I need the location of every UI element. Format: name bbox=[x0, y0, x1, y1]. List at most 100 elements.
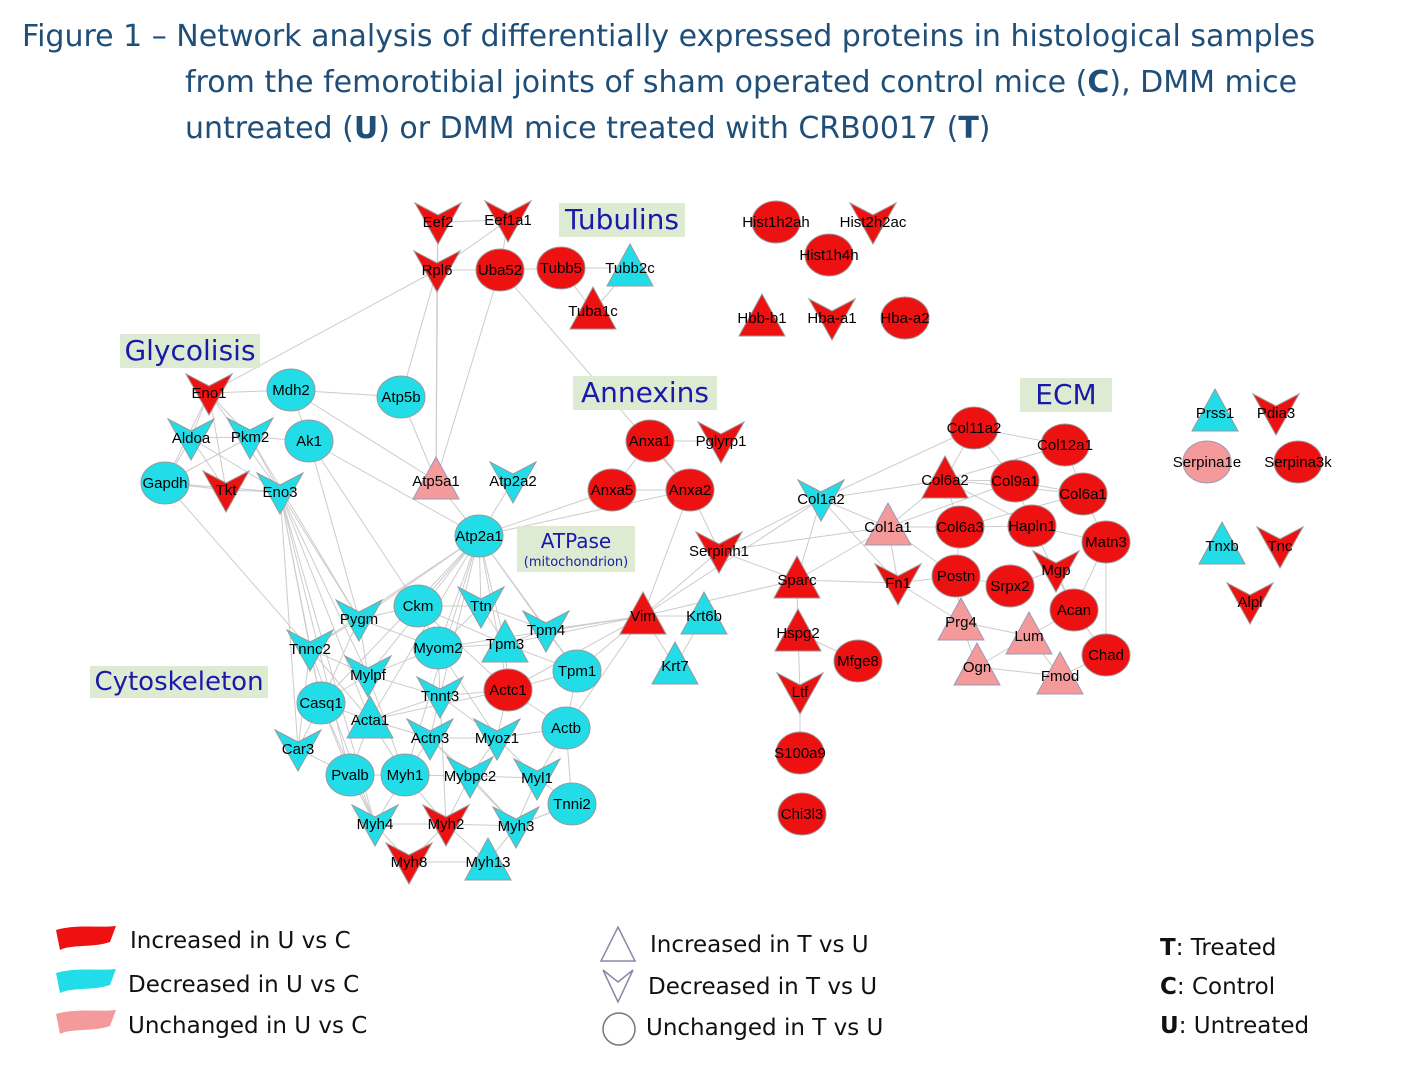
node-v-shape bbox=[696, 420, 746, 465]
node-gapdh[interactable]: Gapdh bbox=[140, 461, 190, 505]
node-tnc[interactable]: Tnc bbox=[1255, 525, 1305, 570]
node-krt7[interactable]: Krt7 bbox=[651, 640, 699, 685]
node-label: Car3 bbox=[282, 741, 315, 758]
node-actn3[interactable]: Actn3 bbox=[405, 717, 455, 762]
node-pygm[interactable]: Pygm bbox=[334, 598, 384, 643]
node-pdia3[interactable]: Pdia3 bbox=[1251, 392, 1301, 437]
node-chi3l3[interactable]: Chi3l3 bbox=[777, 792, 827, 836]
node-col6a2[interactable]: Col6a2 bbox=[921, 454, 969, 499]
node-mdh2[interactable]: Mdh2 bbox=[266, 368, 316, 412]
node-tnnt3[interactable]: Tnnt3 bbox=[415, 675, 465, 720]
node-vim[interactable]: Vim bbox=[619, 590, 667, 635]
node-lum[interactable]: Lum bbox=[1005, 610, 1053, 655]
node-myh3[interactable]: Myh3 bbox=[491, 805, 541, 850]
node-tkt[interactable]: Tkt bbox=[201, 469, 251, 514]
node-hist1h2ah[interactable]: Hist1h2ah bbox=[742, 200, 810, 244]
node-eef1a1[interactable]: Eef1a1 bbox=[483, 199, 533, 244]
node-atp5a1[interactable]: Atp5a1 bbox=[412, 455, 460, 500]
node-atp2a1[interactable]: Atp2a1 bbox=[454, 514, 504, 558]
node-fmod[interactable]: Fmod bbox=[1036, 650, 1084, 695]
node-col11a2[interactable]: Col11a2 bbox=[947, 406, 1002, 450]
node-acan[interactable]: Acan bbox=[1049, 588, 1099, 632]
node-hbb-b1[interactable]: Hbb-b1 bbox=[737, 292, 787, 337]
node-col6a3[interactable]: Col6a3 bbox=[935, 505, 985, 549]
node-pkm2[interactable]: Pkm2 bbox=[225, 416, 275, 461]
node-atp2a2[interactable]: Atp2a2 bbox=[488, 460, 538, 505]
node-pvalb[interactable]: Pvalb bbox=[325, 753, 375, 797]
node-alpl[interactable]: Alpl bbox=[1225, 581, 1275, 626]
node-casq1[interactable]: Casq1 bbox=[296, 681, 346, 725]
node-eef2[interactable]: Eef2 bbox=[413, 201, 463, 246]
node-chad[interactable]: Chad bbox=[1081, 633, 1131, 677]
node-ak1[interactable]: Ak1 bbox=[284, 419, 334, 463]
node-ogn[interactable]: Ogn bbox=[953, 641, 1001, 686]
node-fn1[interactable]: Fn1 bbox=[873, 562, 923, 607]
node-col6a1[interactable]: Col6a1 bbox=[1058, 472, 1108, 516]
node-tubb5[interactable]: Tubb5 bbox=[536, 246, 586, 290]
node-krt6b[interactable]: Krt6b bbox=[680, 590, 728, 635]
node-ckm[interactable]: Ckm bbox=[393, 584, 443, 628]
node-myl1[interactable]: Myl1 bbox=[512, 757, 562, 802]
node-tubb2c[interactable]: Tubb2c bbox=[605, 242, 655, 287]
node-ltf[interactable]: Ltf bbox=[775, 671, 825, 716]
node-serpina3k[interactable]: Serpina3k bbox=[1264, 440, 1332, 484]
figure-title: Figure 1 – Network analysis of different… bbox=[22, 14, 1402, 152]
node-mgp[interactable]: Mgp bbox=[1031, 549, 1081, 594]
node-col1a1[interactable]: Col1a1 bbox=[864, 501, 912, 546]
node-uba52[interactable]: Uba52 bbox=[475, 248, 525, 292]
node-srpx2[interactable]: Srpx2 bbox=[985, 564, 1035, 608]
node-myh4[interactable]: Myh4 bbox=[350, 803, 400, 848]
node-tnni2[interactable]: Tnni2 bbox=[547, 782, 597, 826]
node-myh2[interactable]: Myh2 bbox=[421, 803, 471, 848]
node-prg4[interactable]: Prg4 bbox=[937, 596, 985, 641]
node-col1a2[interactable]: Col1a2 bbox=[796, 478, 846, 523]
node-postn[interactable]: Postn bbox=[931, 554, 981, 598]
node-hba-a2[interactable]: Hba-a2 bbox=[880, 296, 930, 340]
node-aldoa[interactable]: Aldoa bbox=[166, 417, 216, 462]
node-serpina1e[interactable]: Serpina1e bbox=[1173, 440, 1241, 484]
node-anxa2[interactable]: Anxa2 bbox=[665, 468, 715, 512]
node-hapln1[interactable]: Hapln1 bbox=[1007, 504, 1057, 548]
node-label: Tuba1c bbox=[568, 303, 618, 320]
node-acta1[interactable]: Acta1 bbox=[346, 694, 394, 739]
node-tuba1c[interactable]: Tuba1c bbox=[568, 285, 618, 330]
node-myoz1[interactable]: Myoz1 bbox=[472, 717, 522, 762]
node-col12a1[interactable]: Col12a1 bbox=[1037, 423, 1093, 467]
node-ttn[interactable]: Ttn bbox=[456, 585, 506, 630]
node-sparc[interactable]: Sparc bbox=[773, 554, 821, 599]
node-tnxb[interactable]: Tnxb bbox=[1198, 520, 1246, 565]
node-mybpc2[interactable]: Mybpc2 bbox=[444, 755, 497, 800]
node-myh13[interactable]: Myh13 bbox=[464, 836, 512, 881]
node-myom2[interactable]: Myom2 bbox=[413, 626, 463, 670]
node-hist1h4h[interactable]: Hist1h4h bbox=[799, 233, 859, 277]
node-serpinh1[interactable]: Serpinh1 bbox=[689, 530, 749, 575]
node-hspg2[interactable]: Hspg2 bbox=[774, 607, 822, 652]
node-anxa5[interactable]: Anxa5 bbox=[587, 468, 637, 512]
node-prss1[interactable]: Prss1 bbox=[1191, 387, 1239, 432]
node-tnnc2[interactable]: Tnnc2 bbox=[285, 628, 335, 673]
node-actc1[interactable]: Actc1 bbox=[483, 668, 533, 712]
node-tpm4[interactable]: Tpm4 bbox=[521, 609, 571, 654]
node-car3[interactable]: Car3 bbox=[273, 728, 323, 773]
node-actb[interactable]: Actb bbox=[541, 706, 591, 750]
node-matn3[interactable]: Matn3 bbox=[1081, 520, 1131, 564]
node-myh8[interactable]: Myh8 bbox=[384, 841, 434, 886]
node-myh1[interactable]: Myh1 bbox=[380, 753, 430, 797]
node-label: Acta1 bbox=[351, 712, 389, 729]
node-tpm3[interactable]: Tpm3 bbox=[481, 618, 529, 663]
node-hist2h2ac[interactable]: Hist2h2ac bbox=[840, 201, 907, 246]
group-label-text: Glycolisis bbox=[124, 334, 255, 367]
node-atp5b[interactable]: Atp5b bbox=[376, 375, 426, 419]
node-anxa1[interactable]: Anxa1 bbox=[625, 419, 675, 463]
node-pglyrp1[interactable]: Pglyrp1 bbox=[696, 420, 747, 465]
node-label: Serpina1e bbox=[1173, 454, 1241, 471]
node-eno3[interactable]: Eno3 bbox=[255, 471, 305, 516]
node-rpl6[interactable]: Rpl6 bbox=[412, 249, 462, 294]
node-s100a9[interactable]: S100a9 bbox=[774, 731, 826, 775]
node-hba-a1[interactable]: Hba-a1 bbox=[807, 297, 857, 342]
node-eno1[interactable]: Eno1 bbox=[184, 372, 234, 417]
node-tpm1[interactable]: Tpm1 bbox=[552, 649, 602, 693]
node-mfge8[interactable]: Mfge8 bbox=[833, 639, 883, 683]
node-col9a1[interactable]: Col9a1 bbox=[990, 459, 1040, 503]
node-mylpf[interactable]: Mylpf bbox=[343, 654, 393, 699]
